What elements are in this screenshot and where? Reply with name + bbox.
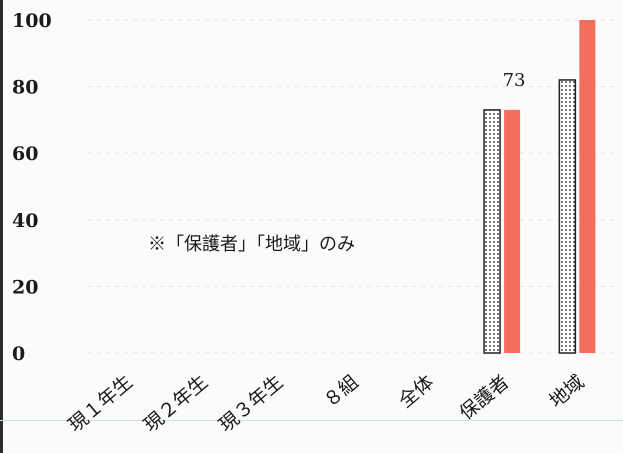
y-tick-label: 60 — [12, 143, 38, 165]
x-category-label: 現２年生 — [140, 371, 212, 437]
y-tick-label: 20 — [12, 276, 38, 298]
x-category-label: 現３年生 — [215, 371, 287, 437]
chart-annotation: ※「保護者」「地域」のみ — [148, 234, 355, 255]
frame-left-edge — [0, 0, 3, 453]
bar-dotted — [483, 109, 501, 354]
x-category-label: ８組 — [319, 371, 362, 412]
y-tick-label: 80 — [12, 77, 38, 99]
bar-solid — [504, 109, 521, 353]
y-tick-label: 0 — [12, 343, 25, 365]
bar-dotted — [558, 79, 577, 354]
x-category-label: 全体 — [395, 371, 438, 412]
x-category-label: 保護者 — [455, 371, 513, 425]
frame-bottom-rule — [0, 420, 623, 421]
data-label: 73 — [503, 70, 526, 91]
x-category-label: 地域 — [545, 371, 588, 412]
x-category-label: 現１年生 — [64, 371, 136, 437]
bar-solid — [579, 20, 596, 353]
y-tick-label: 100 — [12, 10, 52, 32]
y-tick-label: 40 — [12, 210, 38, 232]
